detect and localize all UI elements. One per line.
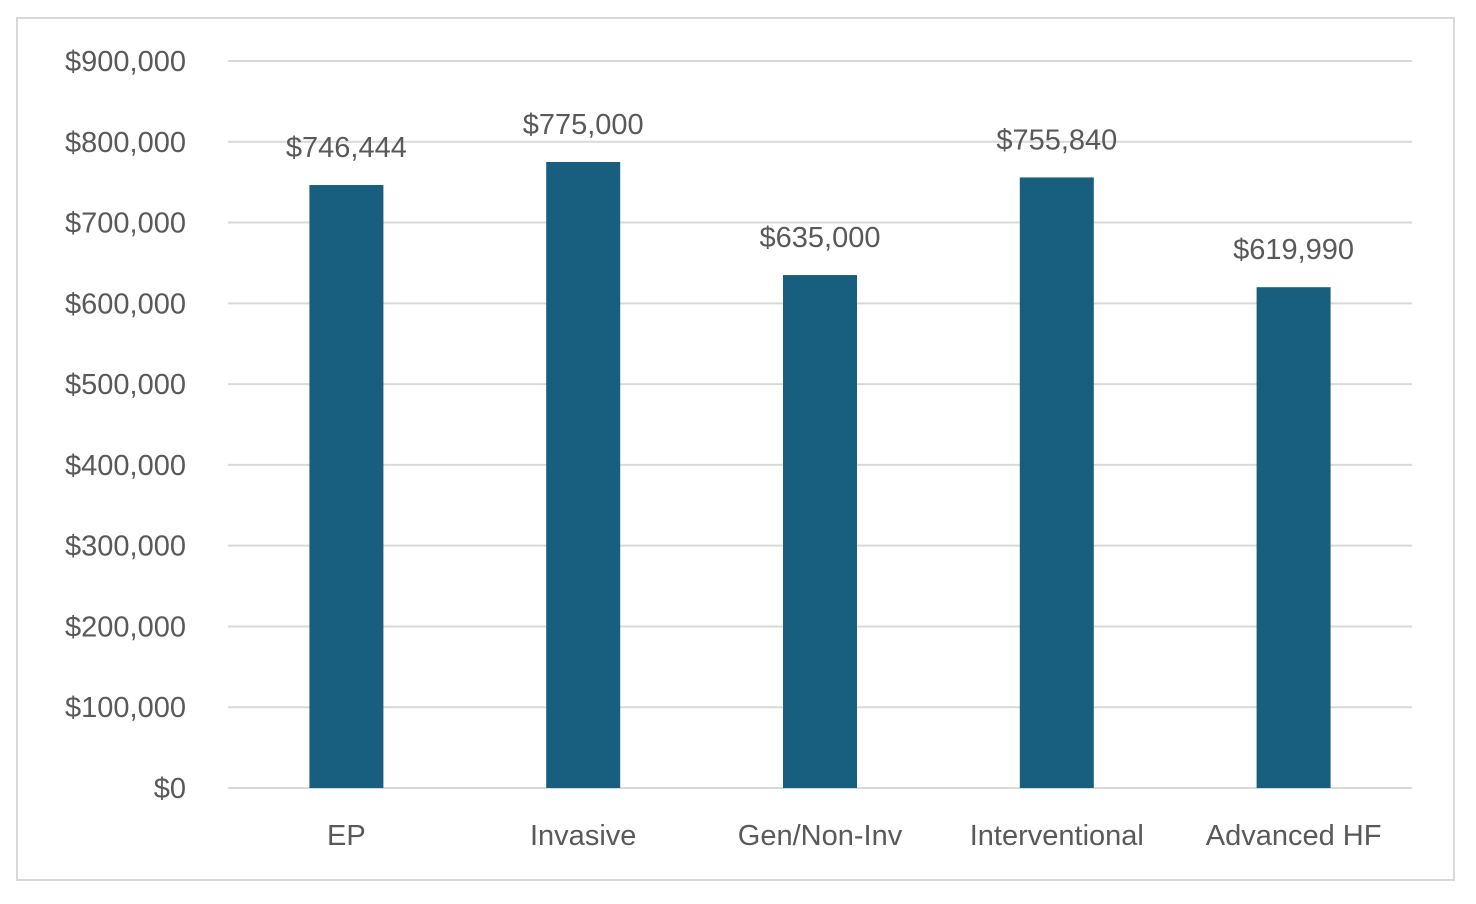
- y-tick-label: $400,000: [65, 450, 186, 482]
- data-label: $775,000: [523, 109, 644, 141]
- data-label: $755,840: [996, 124, 1117, 156]
- bar-advanced-hf: [1256, 287, 1331, 788]
- bar-ep: [309, 185, 384, 788]
- data-label: $746,444: [286, 132, 407, 164]
- chart-frame: [16, 17, 1455, 881]
- x-tick-label: Interventional: [970, 820, 1144, 852]
- y-tick-label: $100,000: [65, 692, 186, 724]
- y-tick-label: $900,000: [65, 46, 186, 78]
- data-label: $635,000: [760, 222, 881, 254]
- y-tick-label: $500,000: [65, 369, 186, 401]
- y-tick-label: $700,000: [65, 208, 186, 240]
- x-tick-label: Invasive: [530, 820, 636, 852]
- x-tick-label: Gen/Non-Inv: [738, 820, 903, 852]
- y-tick-label: $800,000: [65, 127, 186, 159]
- bar-invasive: [546, 161, 621, 788]
- x-tick-label: Advanced HF: [1206, 820, 1382, 852]
- y-tick-label: $600,000: [65, 288, 186, 320]
- y-tick-label: $200,000: [65, 611, 186, 643]
- x-tick-label: EP: [327, 820, 366, 852]
- y-tick-label: $0: [154, 773, 186, 805]
- y-tick-label: $300,000: [65, 531, 186, 563]
- bar-gen-non-inv: [783, 275, 857, 788]
- data-label: $619,990: [1233, 234, 1354, 266]
- bar-interventional: [1019, 177, 1094, 789]
